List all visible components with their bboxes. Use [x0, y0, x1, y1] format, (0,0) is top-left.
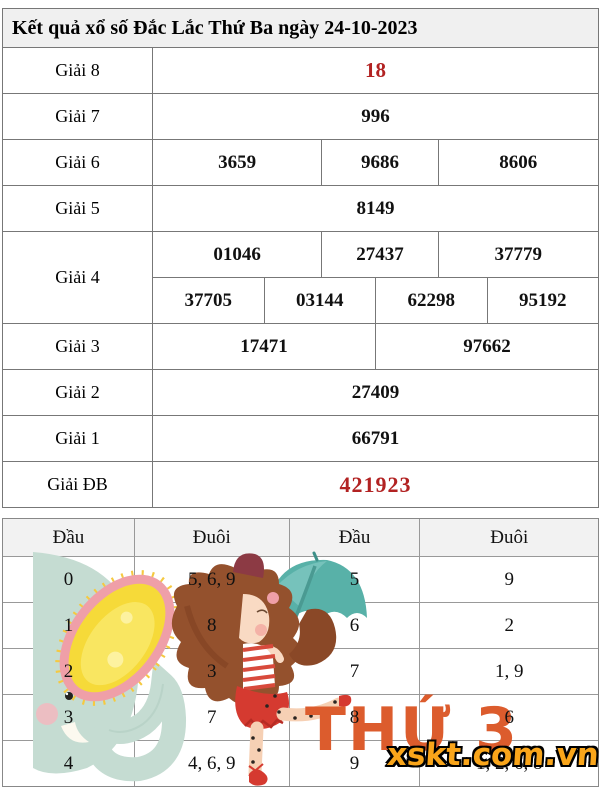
prize-label: Giải 5 [3, 186, 153, 231]
prize-number: 27437 [321, 232, 437, 277]
prize-number: 03144 [263, 278, 376, 323]
prize-row-6: Giải 6 3659 9686 8606 [3, 139, 598, 185]
tail-values: 1, 9 [419, 649, 598, 694]
head-tail-row: 2 3 7 1, 9 [3, 648, 598, 694]
head-value: 8 [288, 695, 420, 740]
column-header: Đầu [288, 519, 420, 556]
head-value: 7 [288, 649, 420, 694]
prize-row-1: Giải 1 66791 [3, 415, 598, 461]
prize-label: Giải 7 [3, 94, 153, 139]
prize-row-4: Giải 4 01046 27437 37779 37705 03144 622… [3, 231, 598, 323]
prize-number: 95192 [486, 278, 599, 323]
prize-row-7: Giải 7 996 [3, 93, 598, 139]
tail-values: 8 [133, 603, 289, 648]
column-header: Đuôi [133, 519, 289, 556]
prize-number: 9686 [321, 140, 437, 185]
head-value: 6 [288, 603, 420, 648]
head-tail-row: 1 8 6 2 [3, 602, 598, 648]
column-header: Đầu [52, 526, 85, 548]
tail-values: 6 [419, 695, 598, 740]
results-table: Kết quả xổ số Đắc Lắc Thứ Ba ngày 24-10-… [2, 8, 599, 508]
head-value: 5 [288, 557, 420, 602]
head-value: 1 [63, 614, 74, 636]
head-tail-section: Đầu Đuôi Đầu Đuôi 0 5, 6, 9 5 9 1 8 6 2 … [2, 518, 601, 787]
head-tail-row: 0 5, 6, 9 5 9 [3, 556, 598, 602]
prize-row-2: Giải 2 27409 [3, 369, 598, 415]
tail-values: 1, 2, 6, 8 [419, 741, 598, 786]
head-tail-row: 4 4, 6, 9 9 1, 2, 6, 8 [3, 740, 598, 786]
head-value: 9 [288, 741, 420, 786]
prize-label: Giải 3 [3, 324, 153, 369]
prize-label: Giải 4 [3, 232, 153, 323]
prize-number: 8149 [356, 197, 395, 219]
tail-values: 7 [133, 695, 289, 740]
prize-number: 37705 [184, 289, 233, 311]
prize-label: Giải 2 [3, 370, 153, 415]
tail-values: 5, 6, 9 [133, 557, 289, 602]
prize-number: 37779 [437, 232, 598, 277]
tail-values: 3 [133, 649, 289, 694]
head-value: 3 [63, 706, 74, 728]
head-tail-row: 3 7 8 6 [3, 694, 598, 740]
head-value: 4 [63, 752, 74, 774]
prize-number: 17471 [240, 335, 288, 357]
prize-number: 66791 [351, 427, 400, 449]
prize-number: 62298 [375, 278, 487, 323]
prize-number: 996 [361, 105, 390, 127]
prize-label: Giải 6 [3, 140, 153, 185]
lottery-results-page: Kết quả xổ số Đắc Lắc Thứ Ba ngày 24-10-… [2, 8, 601, 787]
prize-number: 27409 [351, 381, 400, 403]
prize-number: 18 [365, 58, 386, 82]
prize-row-5: Giải 5 8149 [3, 185, 598, 231]
head-tail-header: Đầu Đuôi Đầu Đuôi [3, 519, 598, 556]
prize-label: Giải 1 [3, 416, 153, 461]
head-tail-table: Đầu Đuôi Đầu Đuôi 0 5, 6, 9 5 9 1 8 6 2 … [2, 518, 599, 787]
prize-label: Giải ĐB [3, 462, 153, 507]
page-title: Kết quả xổ số Đắc Lắc Thứ Ba ngày 24-10-… [3, 9, 598, 48]
prize-row-db: Giải ĐB 421923 [3, 461, 598, 507]
prize-number: 3659 [218, 151, 257, 173]
page-title-text: Kết quả xổ số Đắc Lắc Thứ Ba ngày 24-10-… [12, 16, 418, 39]
head-value: 0 [63, 568, 74, 590]
prize-label: Giải 8 [3, 48, 153, 93]
prize-number: 97662 [375, 324, 598, 369]
prize-row-8: Giải 8 18 [3, 48, 598, 93]
tail-values: 2 [419, 603, 598, 648]
tail-values: 9 [419, 557, 598, 602]
prize-row-3: Giải 3 17471 97662 [3, 323, 598, 369]
head-value: 2 [63, 660, 74, 682]
prize-number: 01046 [213, 243, 261, 265]
column-header: Đuôi [419, 519, 598, 556]
tail-values: 4, 6, 9 [133, 741, 289, 786]
prize-number-special: 421923 [339, 471, 412, 497]
prize-number: 8606 [437, 140, 598, 185]
